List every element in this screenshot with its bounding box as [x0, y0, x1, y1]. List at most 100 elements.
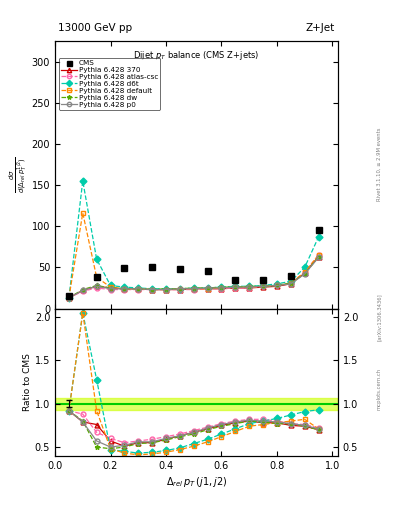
Line: Pythia 6.428 370: Pythia 6.428 370 [66, 254, 321, 300]
Pythia 6.428 d6t [136, 285, 141, 291]
Line: Pythia 6.428 dw: Pythia 6.428 dw [66, 254, 321, 300]
Line: Pythia 6.428 atlas-csc: Pythia 6.428 atlas-csc [66, 252, 321, 300]
CMS [316, 227, 321, 233]
Pythia 6.428 p0 [316, 254, 321, 261]
Pythia 6.428 d6t [205, 285, 210, 291]
Text: Dijet $p_T$ balance (CMS Z+jets): Dijet $p_T$ balance (CMS Z+jets) [133, 49, 260, 62]
Pythia 6.428 dw [261, 283, 265, 289]
Pythia 6.428 d6t [191, 285, 196, 291]
Pythia 6.428 d6t [108, 283, 113, 289]
Pythia 6.428 p0 [191, 286, 196, 292]
CMS [150, 264, 154, 270]
Pythia 6.428 370 [219, 286, 224, 292]
Pythia 6.428 p0 [219, 285, 224, 291]
Pythia 6.428 atlas-csc [81, 288, 85, 294]
CMS [233, 276, 238, 283]
Pythia 6.428 dw [247, 283, 252, 289]
Pythia 6.428 p0 [94, 283, 99, 289]
CMS [178, 266, 182, 272]
Pythia 6.428 370 [163, 287, 168, 293]
Pythia 6.428 370 [178, 287, 182, 293]
Pythia 6.428 atlas-csc [316, 252, 321, 258]
Pythia 6.428 default [108, 284, 113, 290]
Pythia 6.428 p0 [233, 284, 238, 290]
Pythia 6.428 p0 [247, 284, 252, 290]
Pythia 6.428 d6t [66, 295, 71, 301]
Pythia 6.428 atlas-csc [233, 285, 238, 291]
Pythia 6.428 370 [66, 295, 71, 301]
Pythia 6.428 default [150, 287, 154, 293]
Pythia 6.428 dw [219, 284, 224, 290]
Pythia 6.428 d6t [233, 283, 238, 289]
Pythia 6.428 default [316, 252, 321, 258]
Pythia 6.428 370 [247, 285, 252, 291]
Pythia 6.428 p0 [261, 283, 265, 289]
Pythia 6.428 default [233, 284, 238, 290]
Pythia 6.428 370 [81, 287, 85, 293]
Pythia 6.428 atlas-csc [94, 285, 99, 291]
Pythia 6.428 dw [205, 285, 210, 291]
Pythia 6.428 default [191, 286, 196, 292]
CMS [205, 268, 210, 274]
Pythia 6.428 atlas-csc [288, 280, 293, 286]
Text: mcplots.cern.ch: mcplots.cern.ch [377, 368, 382, 410]
Pythia 6.428 default [302, 269, 307, 275]
Pythia 6.428 dw [302, 271, 307, 277]
Pythia 6.428 p0 [150, 287, 154, 293]
Text: [arXiv:1306.3436]: [arXiv:1306.3436] [377, 293, 382, 342]
Y-axis label: $\frac{d\sigma}{d(\Delta_{rel}\,p_T^{1/2})}$: $\frac{d\sigma}{d(\Delta_{rel}\,p_T^{1/2… [7, 157, 29, 193]
Pythia 6.428 p0 [275, 283, 279, 289]
Pythia 6.428 p0 [288, 281, 293, 287]
Pythia 6.428 atlas-csc [247, 285, 252, 291]
Pythia 6.428 atlas-csc [178, 287, 182, 293]
Pythia 6.428 d6t [288, 279, 293, 285]
CMS [261, 276, 265, 283]
Pythia 6.428 dw [108, 285, 113, 291]
Pythia 6.428 dw [94, 283, 99, 289]
Pythia 6.428 d6t [316, 234, 321, 240]
Pythia 6.428 d6t [150, 286, 154, 292]
Text: Rivet 3.1.10, ≥ 2.9M events: Rivet 3.1.10, ≥ 2.9M events [377, 127, 382, 201]
Pythia 6.428 p0 [108, 286, 113, 292]
Pythia 6.428 dw [178, 286, 182, 292]
Pythia 6.428 dw [66, 295, 71, 301]
CMS [94, 274, 99, 280]
Pythia 6.428 dw [150, 287, 154, 293]
Pythia 6.428 atlas-csc [150, 287, 154, 293]
Bar [55, 398, 338, 410]
Text: Z+Jet: Z+Jet [306, 23, 335, 33]
Pythia 6.428 370 [108, 285, 113, 291]
Pythia 6.428 default [136, 286, 141, 292]
Line: Pythia 6.428 p0: Pythia 6.428 p0 [66, 255, 321, 300]
Pythia 6.428 370 [288, 281, 293, 287]
Pythia 6.428 370 [136, 286, 141, 292]
Pythia 6.428 p0 [81, 287, 85, 293]
Line: Pythia 6.428 default: Pythia 6.428 default [66, 210, 321, 300]
Pythia 6.428 d6t [275, 281, 279, 287]
Pythia 6.428 default [247, 284, 252, 290]
Pythia 6.428 370 [191, 286, 196, 292]
Pythia 6.428 d6t [94, 256, 99, 262]
CMS [288, 273, 293, 280]
Pythia 6.428 370 [261, 284, 265, 290]
Pythia 6.428 370 [302, 270, 307, 276]
Pythia 6.428 p0 [163, 287, 168, 293]
X-axis label: $\Delta_{rel}\,p_T\,(j1,j2)$: $\Delta_{rel}\,p_T\,(j1,j2)$ [166, 475, 227, 489]
Pythia 6.428 atlas-csc [163, 287, 168, 293]
Pythia 6.428 default [288, 280, 293, 286]
Pythia 6.428 dw [288, 280, 293, 286]
Pythia 6.428 default [219, 285, 224, 291]
Pythia 6.428 atlas-csc [136, 287, 141, 293]
Pythia 6.428 p0 [302, 271, 307, 277]
Pythia 6.428 370 [122, 286, 127, 292]
Pythia 6.428 default [275, 283, 279, 289]
Pythia 6.428 default [94, 274, 99, 280]
Pythia 6.428 default [261, 283, 265, 289]
Text: 13000 GeV pp: 13000 GeV pp [58, 23, 132, 33]
Pythia 6.428 atlas-csc [108, 287, 113, 293]
Pythia 6.428 d6t [302, 264, 307, 270]
Line: Pythia 6.428 d6t: Pythia 6.428 d6t [66, 179, 321, 300]
Pythia 6.428 dw [122, 286, 127, 292]
Pythia 6.428 atlas-csc [302, 269, 307, 275]
Pythia 6.428 atlas-csc [261, 283, 265, 289]
